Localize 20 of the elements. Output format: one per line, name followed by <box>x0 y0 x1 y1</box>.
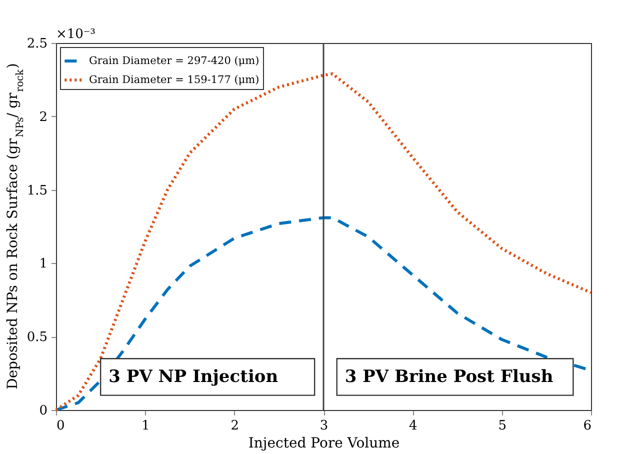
y-tick-label: 1.5 <box>26 183 48 198</box>
x-tick-label: 6 <box>583 418 592 434</box>
legend-label: Grain Diameter = 159-177 (μm) <box>89 74 260 86</box>
y-tick-label: 1 <box>39 256 48 272</box>
y-tick-label: 0 <box>39 404 48 418</box>
x-tick-label: 2 <box>230 418 239 434</box>
y-tick-label: 0.5 <box>26 330 48 346</box>
y-tick-label: 2 <box>39 110 48 125</box>
x-axis-title: Injected Pore Volume <box>248 436 400 452</box>
x-tick-label: 0 <box>56 418 65 434</box>
x-tick-label: 3 <box>320 418 328 434</box>
y-axis-title: Deposited NPs on Rock Surface (grNPs/ grrock) <box>5 63 26 390</box>
annotation: 3 PV Brine Post Flush <box>344 366 554 387</box>
x-tick-label: 5 <box>498 418 506 434</box>
legend-label: Grain Diameter = 297-420 (μm) <box>89 55 260 67</box>
x-tick-label: 4 <box>409 418 418 434</box>
text: ×10⁻³ <box>56 27 96 42</box>
y-tick-label: 2.5 <box>26 36 48 52</box>
annotation: 3 PV NP Injection <box>108 366 278 387</box>
x-tick-label: 1 <box>142 418 150 434</box>
